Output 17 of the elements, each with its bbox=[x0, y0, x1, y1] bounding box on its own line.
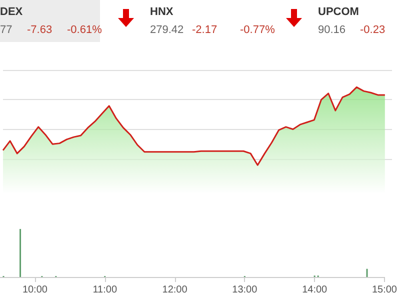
x-tick-label: 15:00 bbox=[372, 284, 398, 296]
x-tick-label: 11:00 bbox=[92, 284, 118, 296]
text: -0.61% bbox=[67, 24, 102, 36]
text: 77 bbox=[0, 24, 12, 36]
x-tick-label: 10:00 bbox=[22, 284, 48, 296]
text: UPCOM bbox=[318, 6, 359, 18]
text: 90.16 bbox=[318, 24, 346, 36]
text: HNX bbox=[150, 6, 174, 18]
x-tick-label: 12:00 bbox=[162, 284, 188, 296]
x-tick-label: 13:00 bbox=[232, 284, 258, 296]
x-tick-label: 14:00 bbox=[302, 284, 328, 296]
text: -2.17 bbox=[192, 24, 218, 36]
text: -7.63 bbox=[27, 24, 52, 36]
text: DEX bbox=[0, 6, 23, 18]
text: -0.77% bbox=[240, 24, 275, 36]
text: -0.23 bbox=[360, 24, 386, 36]
text: 279.42 bbox=[150, 24, 184, 36]
